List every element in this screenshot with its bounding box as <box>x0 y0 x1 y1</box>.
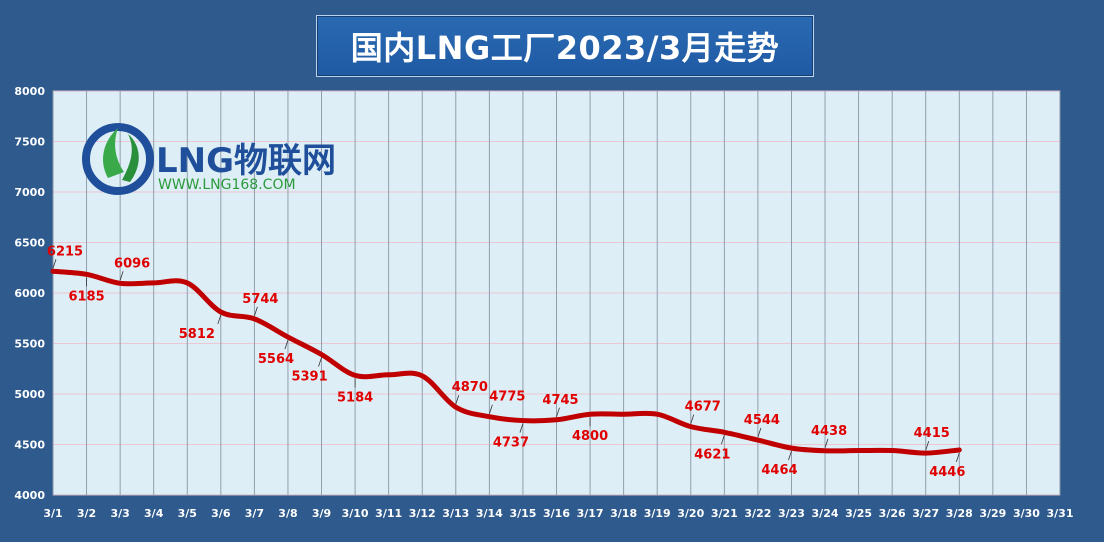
x-tick-label: 3/13 <box>442 507 469 520</box>
data-label-leader <box>788 451 792 461</box>
data-label: 4464 <box>761 463 797 478</box>
x-tick-label: 3/21 <box>711 507 738 520</box>
x-tick-label: 3/11 <box>375 507 402 520</box>
x-tick-label: 3/25 <box>845 507 872 520</box>
data-label: 4800 <box>572 429 608 444</box>
x-tick-label: 3/12 <box>409 507 436 520</box>
data-label: 4775 <box>489 390 525 405</box>
lng-logo: LNG物联网 WWW.LNG168.COM <box>82 123 336 195</box>
data-label-leader <box>254 306 258 316</box>
data-label: 4870 <box>452 380 488 395</box>
vertical-gridlines <box>52 91 1061 495</box>
data-label-leader <box>720 435 725 445</box>
data-label: 5564 <box>258 352 294 367</box>
x-tick-label: 3/7 <box>245 507 264 520</box>
x-axis-tick-labels: 3/1 3/2 3/3 3/4 3/5 3/6 3/7 3/8 3/9 3/10 3/11 3/12 3… <box>43 507 1073 520</box>
data-label: 4677 <box>685 400 721 415</box>
data-label-leader <box>119 271 124 281</box>
x-tick-label: 3/1 <box>43 507 62 520</box>
x-tick-label: 3/10 <box>342 507 369 520</box>
series-line <box>50 268 962 456</box>
x-tick-label: 3/15 <box>509 507 536 520</box>
x-tick-label: 3/18 <box>610 507 637 520</box>
x-tick-label: 3/31 <box>1047 507 1074 520</box>
x-tick-label: 3/19 <box>644 507 671 520</box>
logo-url: WWW.LNG168.COM <box>158 177 296 193</box>
y-tick-label: 5000 <box>14 388 45 401</box>
data-label: 4745 <box>542 393 578 408</box>
data-label: 4415 <box>914 426 950 441</box>
data-label-leader <box>488 404 493 414</box>
x-tick-label: 3/9 <box>312 507 331 520</box>
x-tick-label: 3/28 <box>946 507 973 520</box>
y-tick-label: 8000 <box>14 85 45 98</box>
y-tick-label: 6500 <box>14 237 45 250</box>
series-lines <box>50 268 962 456</box>
data-labels: 6215 6185 6096 5812 5744 5564 5391 5184 48704775… <box>47 244 965 480</box>
x-tick-label: 3/14 <box>476 507 503 520</box>
y-tick-label: 7500 <box>14 136 45 149</box>
data-label-leader <box>925 440 930 451</box>
x-tick-label: 3/27 <box>912 507 939 520</box>
x-tick-label: 3/4 <box>144 507 164 520</box>
data-label: 6185 <box>68 289 104 304</box>
x-tick-label: 3/20 <box>677 507 704 520</box>
data-label-leader <box>318 357 322 367</box>
x-tick-label: 3/16 <box>543 507 570 520</box>
data-label: 4621 <box>694 447 730 462</box>
data-label: 4446 <box>929 465 965 480</box>
x-tick-label: 3/24 <box>812 507 839 520</box>
y-tick-label: 6000 <box>14 287 45 300</box>
data-label-leader <box>217 314 222 325</box>
y-axis-tick-labels: 4000 4500 5000 5500 6000 6500 7000 7500 8000 <box>14 85 45 502</box>
logo-leaf-icon <box>122 134 139 182</box>
y-tick-label: 4500 <box>14 439 45 452</box>
y-tick-label: 4000 <box>14 489 45 502</box>
data-label-leader <box>757 427 762 438</box>
data-label: 4438 <box>811 424 847 439</box>
chart-title: 国内LNG工厂2023/3月走势 <box>350 29 780 67</box>
x-tick-label: 3/29 <box>979 507 1006 520</box>
data-label: 5184 <box>337 390 373 405</box>
logo-brand: LNG物联网 <box>156 141 336 181</box>
data-label-leader <box>955 452 960 463</box>
x-tick-label: 3/8 <box>278 507 297 520</box>
data-label-leader <box>824 438 829 448</box>
data-label: 6215 <box>47 244 83 259</box>
data-label: 5744 <box>242 292 278 307</box>
chart-title-box: 国内LNG工厂2023/3月走势 <box>316 15 814 77</box>
data-label: 5391 <box>291 370 327 385</box>
data-label: 4737 <box>493 436 529 451</box>
x-tick-label: 3/23 <box>778 507 805 520</box>
y-tick-label: 7000 <box>14 186 45 199</box>
data-label-leader <box>455 395 460 405</box>
y-tick-label: 5500 <box>14 338 45 351</box>
x-tick-label: 3/3 <box>110 507 129 520</box>
x-tick-label: 3/22 <box>744 507 771 520</box>
logo-leaf-icon <box>103 128 124 178</box>
data-label-leader <box>556 407 560 417</box>
x-tick-label: 3/26 <box>879 507 906 520</box>
x-tick-label: 3/5 <box>178 507 197 520</box>
data-label-leader <box>284 339 289 350</box>
data-label-leader <box>52 259 57 269</box>
logo-ring-icon <box>82 123 154 195</box>
data-label-leader <box>690 414 695 424</box>
data-label: 6096 <box>114 256 150 271</box>
data-label: 4544 <box>744 413 780 428</box>
data-label-leader <box>519 423 524 433</box>
data-label: 5812 <box>179 327 215 342</box>
x-tick-label: 3/2 <box>77 507 96 520</box>
x-tick-label: 3/17 <box>577 507 604 520</box>
x-tick-label: 3/30 <box>1013 507 1040 520</box>
x-tick-label: 3/6 <box>211 507 231 520</box>
